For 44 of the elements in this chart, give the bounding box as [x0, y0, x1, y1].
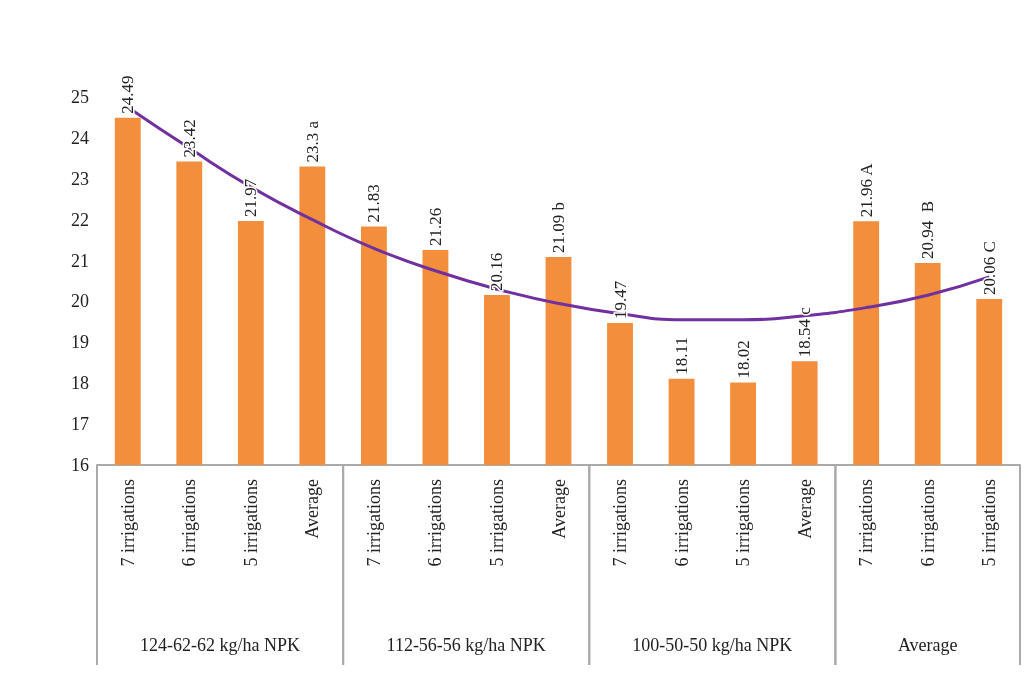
- y-tick-label: 20: [71, 291, 89, 312]
- x-tick-label: 7 irrigations: [117, 479, 138, 567]
- x-tick-label: 7 irrigations: [610, 479, 631, 567]
- text: Average: [897, 635, 958, 655]
- data-label: 21.26: [425, 207, 445, 246]
- x-tick-label: Average: [302, 478, 323, 539]
- data-label: 21.83: [364, 184, 384, 223]
- x-tick-label: Average: [794, 478, 815, 539]
- x-tick-label: 5 irrigations: [240, 479, 261, 567]
- y-tick-label: 25: [71, 87, 89, 107]
- data-label: 18.02: [733, 340, 753, 379]
- x-tick-label: 5 irrigations: [979, 479, 1000, 567]
- y-tick-label: 17: [71, 414, 89, 435]
- data-label: 20.16: [487, 252, 507, 291]
- data-label: 21.97: [241, 178, 261, 217]
- x-tick-label: Average: [548, 478, 569, 539]
- data-label: 20.94 B: [918, 200, 938, 260]
- data-label: 21.96 A: [856, 162, 876, 218]
- x-tick-label: 6 irrigations: [425, 479, 446, 567]
- text: 112-56-56 kg/ha NPK: [386, 635, 546, 655]
- data-label: 23.42: [179, 119, 199, 158]
- data-label: 18.11: [672, 337, 692, 375]
- data-label: 24.49: [118, 75, 138, 114]
- data-label: 19.47: [610, 280, 630, 320]
- y-tick-label: 19: [71, 332, 89, 353]
- y-tick-label: 16: [71, 455, 89, 475]
- x-tick-label: 6 irrigations: [179, 479, 200, 567]
- x-tick-label: 6 irrigations: [671, 479, 692, 567]
- y-tick-label: 23: [71, 168, 89, 189]
- x-tick-label: 7 irrigations: [363, 479, 384, 567]
- text: 124-62-62 kg/ha NPK: [140, 635, 301, 655]
- y-tick-label: 24: [71, 127, 89, 148]
- y-tick-label: 18: [71, 373, 89, 394]
- data-label: 21.09 b: [549, 201, 568, 253]
- data-label: 23.3 a: [302, 120, 322, 163]
- y-tick-label: 22: [71, 209, 89, 230]
- data-label: 20.06 C: [979, 241, 999, 295]
- data-label: 18.54 c: [795, 306, 815, 358]
- x-tick-label: 5 irrigations: [733, 479, 754, 567]
- x-tick-label: 6 irrigations: [917, 479, 938, 567]
- text: 100-50-50 kg/ha NPK: [632, 635, 793, 655]
- x-tick-label: 5 irrigations: [486, 479, 507, 567]
- y-tick-label: 21: [71, 250, 89, 271]
- x-tick-label: 7 irrigations: [856, 479, 877, 567]
